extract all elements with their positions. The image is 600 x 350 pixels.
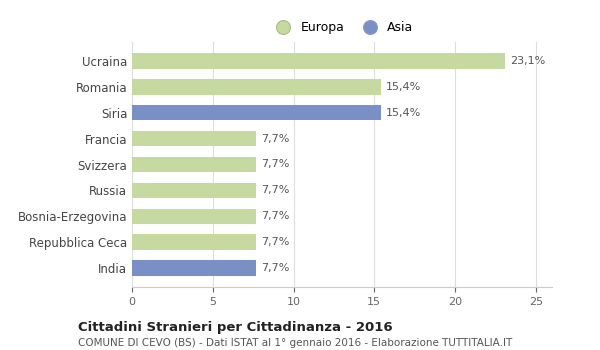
Text: 7,7%: 7,7%: [261, 160, 290, 169]
Bar: [132, 53, 505, 69]
Text: 23,1%: 23,1%: [510, 56, 545, 66]
Bar: [132, 157, 256, 172]
Bar: [132, 105, 381, 120]
Text: 15,4%: 15,4%: [386, 108, 421, 118]
Bar: [132, 131, 256, 146]
Text: 7,7%: 7,7%: [261, 134, 290, 143]
Legend: Europa, Asia: Europa, Asia: [266, 16, 418, 40]
Text: 7,7%: 7,7%: [261, 211, 290, 221]
Text: 7,7%: 7,7%: [261, 186, 290, 195]
Bar: [132, 260, 256, 276]
Text: 15,4%: 15,4%: [386, 82, 421, 92]
Text: Cittadini Stranieri per Cittadinanza - 2016: Cittadini Stranieri per Cittadinanza - 2…: [78, 321, 392, 334]
Bar: [132, 79, 381, 95]
Text: COMUNE DI CEVO (BS) - Dati ISTAT al 1° gennaio 2016 - Elaborazione TUTTITALIA.IT: COMUNE DI CEVO (BS) - Dati ISTAT al 1° g…: [78, 338, 512, 349]
Text: 7,7%: 7,7%: [261, 237, 290, 247]
Bar: [132, 183, 256, 198]
Text: 7,7%: 7,7%: [261, 263, 290, 273]
Bar: [132, 209, 256, 224]
Bar: [132, 234, 256, 250]
